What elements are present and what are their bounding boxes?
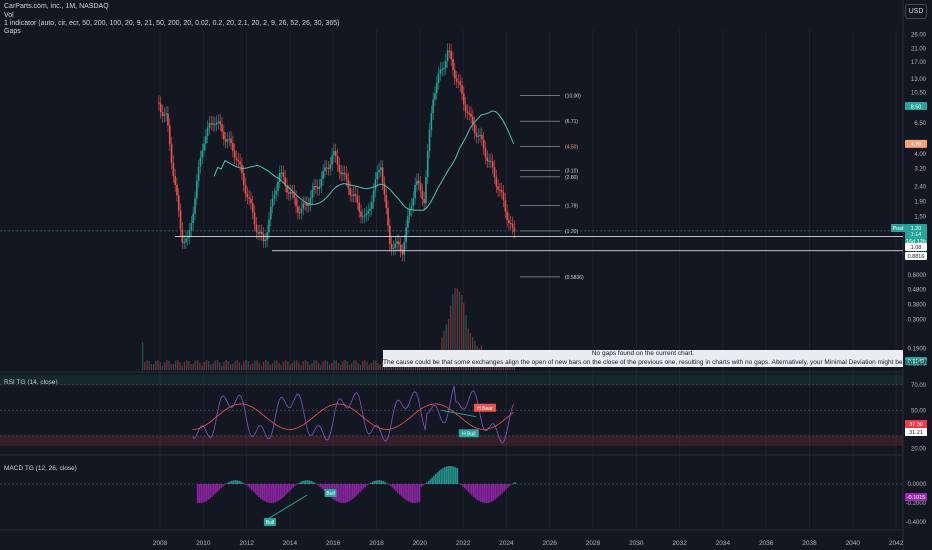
rsi-badge-text: 37.30 [909, 422, 923, 428]
level-label: (10.00) [565, 94, 581, 100]
rsi-signal-line [192, 403, 514, 430]
rsi-bull-label-bg [458, 429, 479, 438]
moving-average-line [213, 110, 515, 211]
macd-bull-label-bg [263, 518, 276, 526]
price-badge [905, 139, 927, 148]
symbol-title: CarParts.com, inc., 1M, NASDAQ [4, 3, 109, 10]
price-badge [905, 230, 927, 238]
macd-bull-label: Bull [266, 520, 274, 526]
price-tick-label: 0.4800 [908, 287, 927, 293]
rsi-line [192, 385, 514, 444]
indicator-settings-label[interactable]: 1 indicator (auto, cir, ecr, 50, 200, 10… [4, 20, 340, 27]
gaps-indicator-label[interactable]: Gaps [4, 28, 21, 35]
rsi-tick-label: 20.00 [911, 447, 927, 453]
macd-tick-label: -0.4000 [906, 520, 927, 526]
level-label: (1.20) [565, 229, 578, 235]
time-axis-label: 2020 [413, 540, 428, 547]
level-label: (0.5836) [565, 275, 584, 281]
time-axis-label: 2018 [369, 540, 384, 547]
price-tick-label: 17.00 [911, 60, 927, 66]
macd-title: MACD TG (12, 26, close) [4, 465, 77, 472]
price-tick-label: 0.6000 [908, 273, 927, 279]
time-axis-label: 2022 [456, 540, 471, 547]
macd-tick-label: -0.2000 [906, 501, 927, 507]
price-tick-label: 13.00 [911, 77, 927, 83]
price-tick-label: 2.40 [914, 185, 926, 191]
time-axis-label: 2032 [672, 540, 687, 547]
time-axis-label: 2024 [499, 540, 514, 547]
price-badge-text: 8.50 [911, 104, 922, 110]
price-badge-text: 0.8816 [908, 254, 925, 260]
rsi-tick-label: 70.00 [911, 383, 927, 389]
price-tick-label: 0.1900 [908, 347, 927, 353]
price-badge-text: 16d 13h [906, 239, 926, 245]
macd-badge-text: -0.1015 [907, 495, 926, 501]
price-badge [905, 357, 927, 365]
price-tick-label: 0.8816 [908, 249, 927, 255]
time-axis-label: 2008 [153, 540, 168, 547]
level-label: (6.71) [565, 119, 578, 125]
price-tick-label: 3.20 [914, 166, 926, 172]
rsi-badge-text: 31.21 [909, 430, 923, 436]
price-badge [905, 252, 927, 260]
price-tick-label: 0.3800 [908, 302, 927, 308]
rsi-title: RSI TG (14, close) [4, 379, 58, 386]
level-label: (3.10) [565, 168, 578, 174]
rsi-badge [905, 428, 927, 436]
price-tick-label: 10.50 [911, 91, 927, 97]
no-gaps-line1: No gaps found on the current chart. [591, 350, 695, 357]
rsi-badge [905, 420, 927, 428]
price-tick-label: 21.00 [911, 46, 927, 52]
rsi-bull-label: H Bull [462, 431, 475, 437]
time-axis-label: 2040 [846, 540, 861, 547]
time-axis-label: 2038 [802, 540, 817, 547]
price-badge-text: 4.70 [911, 142, 922, 148]
price-tick-label: 26.00 [911, 33, 927, 39]
time-axis-label: 2016 [326, 540, 341, 547]
no-gaps-line2: The cause could be that some exchanges a… [383, 358, 930, 366]
price-tick-label: 1.50 [914, 215, 926, 221]
rsi-tick-label: 50.00 [911, 408, 927, 414]
no-gaps-notice: No gaps found on the current chart. The … [383, 350, 930, 367]
time-axis-label: 2042 [889, 540, 904, 547]
price-badge-text: 1.20 [911, 226, 922, 232]
price-badge [905, 102, 927, 111]
macd-badge [905, 493, 927, 501]
time-axis-label: 2026 [542, 540, 557, 547]
time-axis-label: 2010 [196, 540, 211, 547]
price-tick-label: 4.00 [914, 152, 926, 158]
time-axis-label: 2034 [716, 540, 731, 547]
macd-tick-label: 0.0000 [908, 482, 927, 488]
post-badge [891, 224, 905, 232]
time-axis-label: 2028 [586, 540, 601, 547]
rsi-bear-label-bg [473, 403, 496, 412]
price-tick-label: 6.50 [914, 121, 926, 127]
level-label: (1.79) [565, 203, 578, 209]
time-axis-label: 2012 [239, 540, 254, 547]
level-label: (2.80) [565, 175, 578, 181]
post-label: Post [892, 226, 903, 232]
price-badge-text: 1.08 [911, 245, 922, 251]
volume-indicator-label[interactable]: Vol [4, 12, 14, 19]
price-tick-label: 1.90 [914, 200, 926, 206]
price-badge [905, 243, 927, 251]
time-axis-label: 2030 [629, 540, 644, 547]
time-axis-label: 2014 [283, 540, 298, 547]
rsi-bear-label: H Bear [477, 406, 493, 412]
price-badge-text: 0.1149 [908, 359, 924, 365]
level-label: (4.50) [565, 145, 578, 151]
price-tick-label: 0.3000 [908, 317, 927, 323]
time-axis-label: 2036 [759, 540, 774, 547]
currency-button[interactable]: USD [905, 4, 927, 19]
macd-bull-label: Bull [326, 491, 334, 497]
macd-bull-label-bg [324, 489, 337, 497]
price-badge-text: 1.14 [911, 232, 922, 238]
